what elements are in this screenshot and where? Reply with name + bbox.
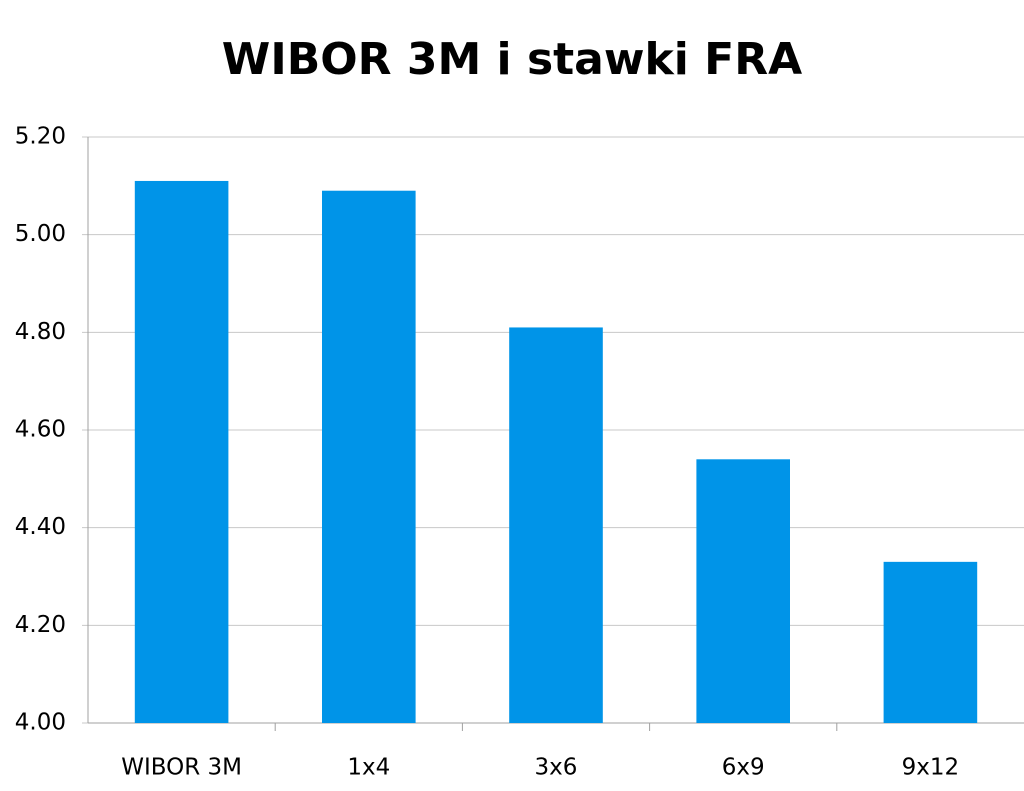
y-tick-label: 4.00	[15, 710, 66, 736]
y-tick-label: 5.00	[15, 221, 66, 247]
y-tick-label: 4.40	[15, 514, 66, 540]
x-tick-label: 6x9	[722, 755, 765, 781]
chart-title: WIBOR 3M i stawki FRA	[222, 34, 802, 85]
y-tick-label: 4.60	[15, 417, 66, 443]
bar	[509, 327, 603, 723]
bar	[322, 190, 416, 723]
x-tick-label: 3x6	[535, 755, 578, 781]
y-tick-label: 4.20	[15, 612, 66, 638]
x-tick-label: 1x4	[347, 755, 390, 781]
x-tick-label: 9x12	[902, 755, 960, 781]
x-tick-label: WIBOR 3M	[121, 755, 242, 781]
y-tick-label: 4.80	[15, 319, 66, 345]
y-tick-label: 5.20	[15, 124, 66, 150]
bar	[134, 180, 229, 723]
bar	[696, 459, 790, 723]
bar	[883, 561, 978, 723]
